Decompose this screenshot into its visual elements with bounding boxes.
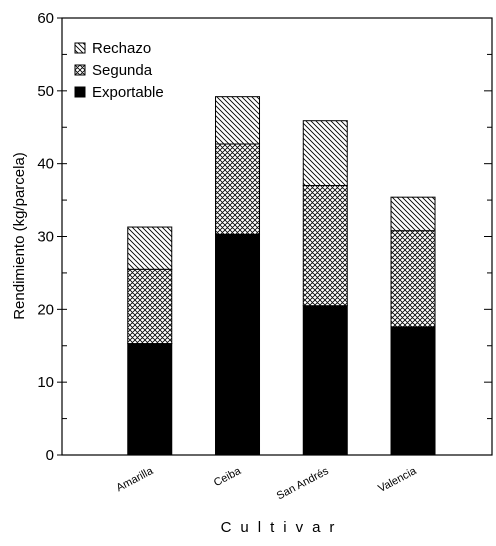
x-axis-label: Cultivar bbox=[221, 519, 344, 536]
bar-segment bbox=[302, 305, 348, 456]
bar-segment bbox=[390, 326, 436, 456]
y-tick-label: 20 bbox=[37, 301, 54, 318]
x-tick-label: Amarilla bbox=[114, 465, 155, 495]
legend-swatch bbox=[74, 64, 86, 76]
legend-label: Exportable bbox=[92, 84, 164, 101]
bar-segment bbox=[215, 96, 261, 145]
y-tick-label: 0 bbox=[46, 447, 54, 464]
x-tick-label: San Andrés bbox=[275, 465, 331, 503]
y-tick-label: 10 bbox=[37, 374, 54, 391]
bar-segment bbox=[127, 268, 173, 345]
bar-segment bbox=[127, 343, 173, 456]
y-tick-label: 40 bbox=[37, 156, 54, 173]
bar-segment bbox=[390, 230, 436, 328]
bar-segment bbox=[302, 120, 348, 187]
legend-swatch bbox=[74, 42, 86, 54]
legend-label: Rechazo bbox=[92, 40, 151, 57]
bar-segment bbox=[390, 196, 436, 232]
y-tick-label: 60 bbox=[37, 10, 54, 27]
x-tick-label: Ceiba bbox=[212, 465, 244, 490]
x-tick-label: Valencia bbox=[376, 465, 419, 495]
y-axis-label: Rendimiento (kg/parcela) bbox=[11, 152, 28, 320]
y-tick-label: 50 bbox=[37, 83, 54, 100]
legend-label: Segunda bbox=[92, 62, 153, 79]
bar-segment bbox=[215, 143, 261, 235]
bar-segment bbox=[302, 185, 348, 307]
legend-swatch bbox=[74, 86, 86, 98]
bar-segment bbox=[215, 233, 261, 456]
bar-segment bbox=[127, 226, 173, 270]
y-tick-label: 30 bbox=[37, 229, 54, 246]
plot-frame bbox=[61, 17, 493, 456]
